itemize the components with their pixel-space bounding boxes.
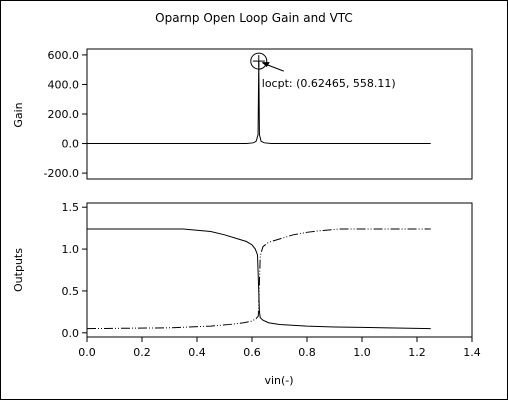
gain-series-group [87, 61, 431, 145]
outputs-y-axis-label: Outputs [12, 248, 25, 292]
outputs-plot-frame [86, 202, 473, 338]
gain-y-axis-label: Gain [12, 102, 25, 127]
gain-series-line [87, 61, 431, 145]
x-tick-label: 0.4 [188, 346, 206, 359]
outputs-y-tick-label: 1.5 [62, 201, 80, 214]
outputs-y-tick-label: 0.5 [62, 285, 80, 298]
outputs-y-tick-label: 1.0 [62, 243, 80, 256]
gain-y-tick-label: 200.0 [48, 108, 80, 121]
gain-y-tick-label: 400.0 [48, 78, 80, 91]
locpt-arrowhead [261, 62, 270, 68]
outputs-y-ticks: 0.0 0.5 1.0 1.5 [62, 201, 87, 340]
x-tick-label: 1.0 [353, 346, 371, 359]
x-tick-label: 1.4 [463, 346, 481, 359]
x-tick-label: 0.2 [133, 346, 151, 359]
x-tick-label: 1.2 [408, 346, 426, 359]
gain-y-tick-label: 600.0 [48, 49, 80, 62]
gain-plot-frame [86, 48, 473, 180]
outputs-series-dashdot-line [86, 228, 431, 330]
x-tick-label: 0.0 [78, 346, 96, 359]
outputs-series-group [86, 228, 431, 330]
x-axis-label: vin(-) [264, 374, 293, 387]
gain-y-tick-label: 0.0 [62, 138, 80, 151]
gain-y-ticks: -200.0 0.0 200.0 400.0 600.0 [44, 49, 87, 180]
gain-annotation: locpt: (0.62465, 558.11) [250, 52, 396, 90]
outputs-x-ticks: 0.0 0.2 0.4 0.6 0.8 1.0 1.2 1.4 [78, 337, 481, 359]
chart-title: Oparnp Open Loop Gain and VTC [155, 11, 353, 25]
locpt-marker-circle [250, 52, 268, 70]
x-tick-label: 0.6 [243, 346, 261, 359]
outputs-y-tick-label: 0.0 [62, 327, 80, 340]
x-tick-label: 0.8 [298, 346, 316, 359]
gain-panel: Gain -200.0 0.0 200.0 400.0 600.0 locpt: (0.… [12, 48, 473, 180]
outputs-panel: Outputs 0.0 0.5 1.0 1.5 0.0 0.2 0.4 0.6 0.8 1.0 1… [12, 201, 481, 387]
gain-y-tick-label: -200.0 [44, 167, 79, 180]
outputs-series-solid-line [87, 228, 431, 330]
locpt-label: locpt: (0.62465, 558.11) [262, 77, 396, 90]
